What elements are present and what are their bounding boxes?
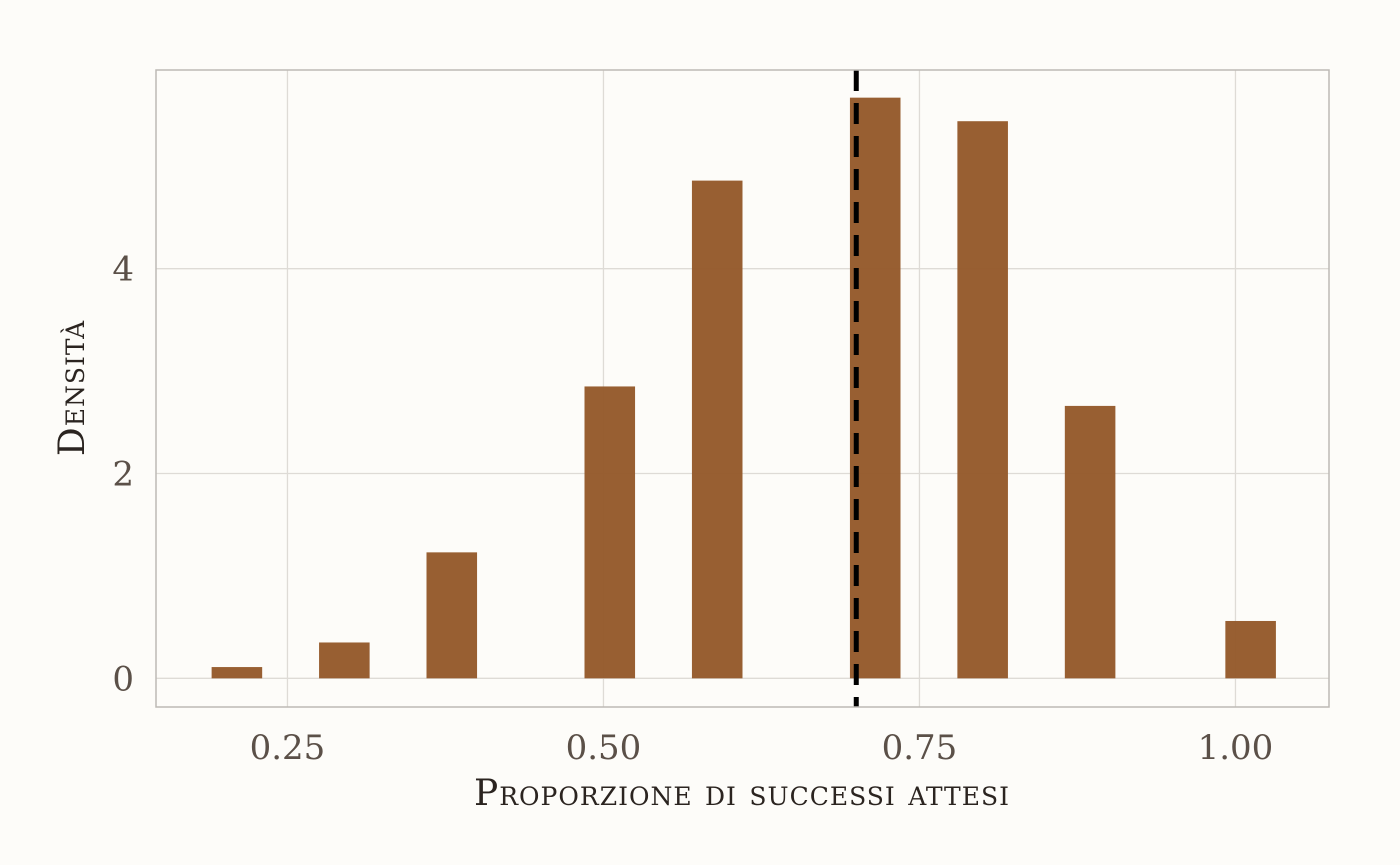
y-tick-label: 2 — [112, 455, 134, 495]
x-tick-label: 0.25 — [250, 728, 326, 768]
histogram-bar — [1064, 405, 1116, 679]
y-axis-title: Densità — [52, 320, 93, 456]
histogram-bar — [211, 667, 263, 679]
y-tick-labels: 0 2 4 — [112, 250, 134, 700]
y-tick-label: 4 — [112, 250, 134, 290]
plot-panel-border — [155, 69, 1330, 708]
y-tick-label: 0 — [112, 659, 134, 699]
histogram-bar — [1225, 620, 1276, 679]
histogram-bar — [584, 386, 636, 679]
histogram-bar — [691, 180, 743, 679]
x-tick-labels: 0.25 0.50 0.75 1.00 — [250, 728, 1274, 768]
x-axis-title: Proporzione di successi attesi — [474, 773, 1010, 814]
x-tick-label: 0.75 — [882, 728, 958, 768]
histogram-bar — [319, 642, 370, 679]
x-tick-label: 1.00 — [1198, 728, 1274, 768]
histogram-bar — [426, 552, 478, 679]
x-tick-label: 0.50 — [566, 728, 642, 768]
histogram-bar — [957, 121, 1008, 679]
